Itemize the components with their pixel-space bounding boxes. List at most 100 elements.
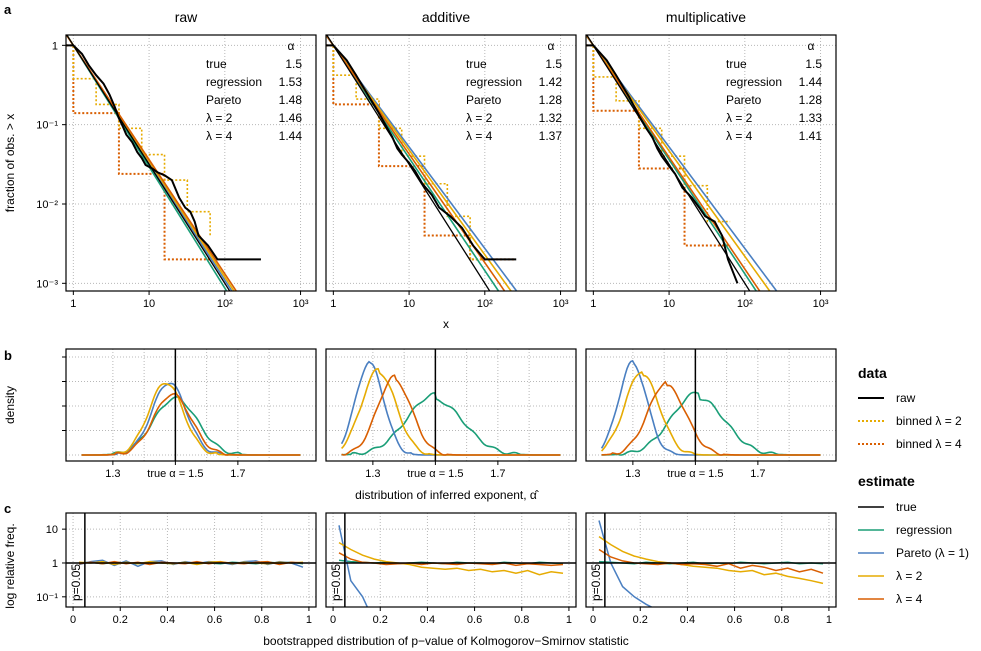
table-value-pareto: 1.28 [799,93,823,107]
table-label-lam4: λ = 4 [466,129,493,143]
x-tick-label: true α = 1.5 [667,468,723,480]
legend-estimate-regression-label: regression [896,523,952,537]
panel-c-plot-area [598,520,824,607]
panel-a-plot-area [586,35,778,291]
y-tick-label: 10⁻² [36,199,58,211]
table-label-pareto: Pareto [726,93,762,107]
pvalue-lam4 [598,548,824,574]
facet-title-multiplicative: multiplicative [666,9,746,25]
x-tick-label: 1 [826,614,832,626]
table-header-alpha: α [288,39,295,53]
density-pareto [600,359,821,456]
table-value-true: 1.5 [545,57,562,71]
panel-a-plot-area [326,35,518,291]
legend-estimate-true-label: true [896,500,917,514]
x-tick-label: 1.7 [230,468,245,480]
fit-line-true [326,35,491,291]
panel-c-xlabel: bootstrapped distribution of p−value of … [263,634,629,648]
panel-c-facet-0: p=0.05 0 0.2 0.4 0.6 0.8 1 10 1 10⁻¹ [36,512,317,626]
table-label-pareto: Pareto [466,93,502,107]
panel-b-frame [325,348,577,462]
cutoff-label: p=0.05 [329,564,343,601]
x-tick-label: 0.6 [467,614,482,626]
density-regression [601,391,821,456]
x-tick-label: 1 [590,298,596,310]
table-value-lam4: 1.44 [279,129,303,143]
legend-data-raw-label: raw [896,391,916,405]
table-value-pareto: 1.28 [539,93,563,107]
x-tick-label: 0.8 [774,614,789,626]
facet-title-raw: raw [175,9,198,25]
raw-ccdf [326,44,517,261]
x-tick-label: 10 [663,298,675,310]
y-tick-label: 10⁻¹ [36,120,58,132]
density-pareto [340,360,561,456]
pvalue-lam2 [338,541,564,576]
table-value-regression: 1.53 [279,75,303,89]
x-tick-label: 0.6 [727,614,742,626]
table-label-regression: regression [466,75,522,89]
binned-lam2-ccdf [586,44,731,223]
panel-a-plot-area [66,35,261,291]
fit-line-lam4 [586,35,761,291]
x-tick-label: 0 [70,614,76,626]
legend-estimate-title: estimate [858,473,915,489]
fit-line-lam4 [326,35,506,291]
x-tick-label: 10 [403,298,415,310]
x-tick-label: 0.6 [207,614,222,626]
panel-a-frame [585,34,837,292]
cutoff-label: p=0.05 [589,564,603,601]
table-value-regression: 1.42 [539,75,563,89]
density-regression [341,391,561,456]
raw-ccdf [66,44,261,261]
density-lam4 [341,374,561,456]
table-label-true: true [466,57,487,71]
table-value-regression: 1.44 [799,75,823,89]
binned-lam2-ccdf [66,44,211,236]
panel-a-facet-1: 1 10 10² 10³ α true 1.5 regression 1.42 Pareto 1.2… [325,34,577,310]
x-tick-label: 10² [477,298,493,310]
panel-c-frame [65,512,317,608]
legend-data-lam2-label: binned λ = 2 [896,414,962,428]
y-tick-label: 10 [46,524,58,536]
table-label-true: true [206,57,227,71]
legend-estimate-pareto-label: Pareto (λ = 1) [896,546,969,560]
fit-line-lam4 [66,35,238,291]
pvalue-pareto [598,520,654,607]
x-tick-label: 0.8 [514,614,529,626]
x-tick-label: 0 [590,614,596,626]
table-label-true: true [726,57,747,71]
table-header-alpha: α [548,39,555,53]
cutoff-label: p=0.05 [69,564,83,601]
panel-a-facet-0: 1 10 10² 10³ 1 10⁻¹ 10⁻² 10⁻³ α true 1.5 regression… [36,34,317,310]
panel-c-frame [325,512,577,608]
x-tick-label: 0.4 [160,614,175,626]
x-tick-label: 1.3 [365,468,380,480]
x-tick-label: 1 [70,298,76,310]
x-tick-label: 1 [306,614,312,626]
panel-a-frame [325,34,577,292]
table-label-regression: regression [726,75,782,89]
density-lam2 [600,371,821,456]
x-tick-label: true α = 1.5 [407,468,463,480]
pvalue-lam2 [598,535,824,585]
panel-b-xlabel: distribution of inferred exponent, α̂ [355,488,539,502]
x-tick-label: 0.2 [113,614,128,626]
x-tick-label: 0.4 [420,614,435,626]
y-tick-label: 1 [52,40,58,52]
table-label-regression: regression [206,75,262,89]
panel-letter-b: b [4,348,12,363]
x-tick-label: 1.7 [750,468,765,480]
table-value-true: 1.5 [805,57,822,71]
table-value-lam2: 1.32 [539,111,563,125]
x-tick-label: 0.2 [373,614,388,626]
x-tick-label: true α = 1.5 [147,468,203,480]
panel-a-facet-2: 1 10 10² 10³ α true 1.5 regression 1.44 Pareto 1.2… [585,34,837,310]
panel-b-frame [585,348,837,462]
panel-c-ylabel: log relative freq. [3,523,17,608]
x-tick-label: 10² [737,298,753,310]
panel-b-facet-0: 1.3 true α = 1.5 1.7 [62,348,317,480]
panel-b-frame [65,348,317,462]
y-tick-label: 1 [52,558,58,570]
table-value-lam4: 1.37 [539,129,563,143]
